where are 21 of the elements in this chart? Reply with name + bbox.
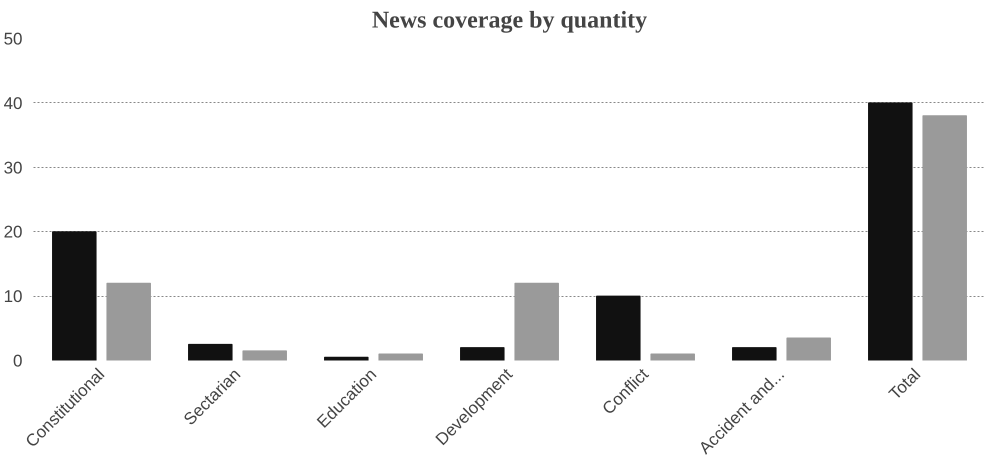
bar [52,231,97,360]
y-tick-label: 20 [4,222,23,242]
bar [378,354,423,360]
y-tick-label: 10 [4,287,23,306]
bar [732,347,777,360]
y-tick-label: 30 [4,158,23,178]
y-tick-label: 50 [4,30,23,48]
bar [324,356,369,360]
bar [868,102,913,360]
bar [460,347,505,360]
bar [188,344,233,360]
bar [514,282,559,360]
bar [106,282,151,360]
chart-title: News coverage by quantity [372,8,648,34]
bar [786,337,831,360]
bar [596,296,641,360]
y-tick-label: 0 [13,352,23,370]
bar [922,115,967,360]
y-tick-label: 40 [4,94,23,113]
bar [242,350,287,360]
bar [650,354,695,360]
